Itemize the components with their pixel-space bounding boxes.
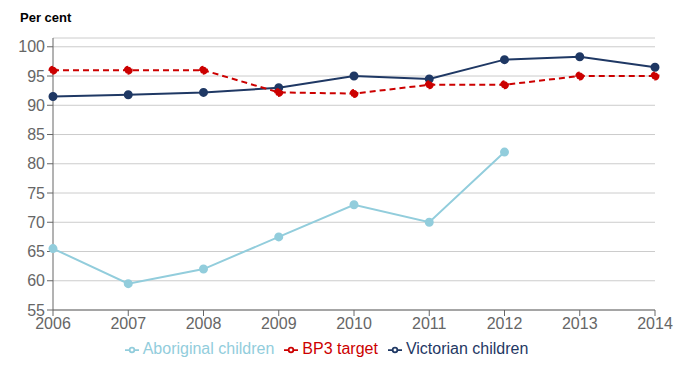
svg-text:55: 55 [27, 302, 45, 319]
svg-text:90: 90 [27, 97, 45, 114]
svg-text:2006: 2006 [35, 315, 71, 333]
svg-text:2008: 2008 [186, 315, 222, 332]
svg-text:2014: 2014 [637, 315, 673, 332]
svg-text:100: 100 [18, 38, 45, 55]
svg-text:2007: 2007 [110, 315, 146, 332]
html-text:Victorian children: Victorian children [405, 340, 529, 357]
svg-text:60: 60 [27, 272, 45, 289]
svg-text:2012: 2012 [487, 315, 523, 332]
svg-text:2011: 2011 [412, 315, 447, 332]
svg-text:70: 70 [27, 214, 45, 231]
svg-text:80: 80 [27, 155, 45, 172]
svg-text:2010: 2010 [336, 315, 372, 332]
svg-text:85: 85 [27, 126, 45, 143]
svg-text:95: 95 [27, 68, 45, 85]
html-text:Per cent: Per cent [20, 10, 72, 25]
svg-text:75: 75 [27, 185, 45, 202]
svg-text:65: 65 [27, 243, 45, 260]
html-text:BP3 target: BP3 target [302, 340, 378, 357]
svg-text:2009: 2009 [261, 315, 297, 332]
html-text:Aboriginal children: Aboriginal children [142, 340, 275, 357]
svg-text:2013: 2013 [562, 315, 598, 332]
